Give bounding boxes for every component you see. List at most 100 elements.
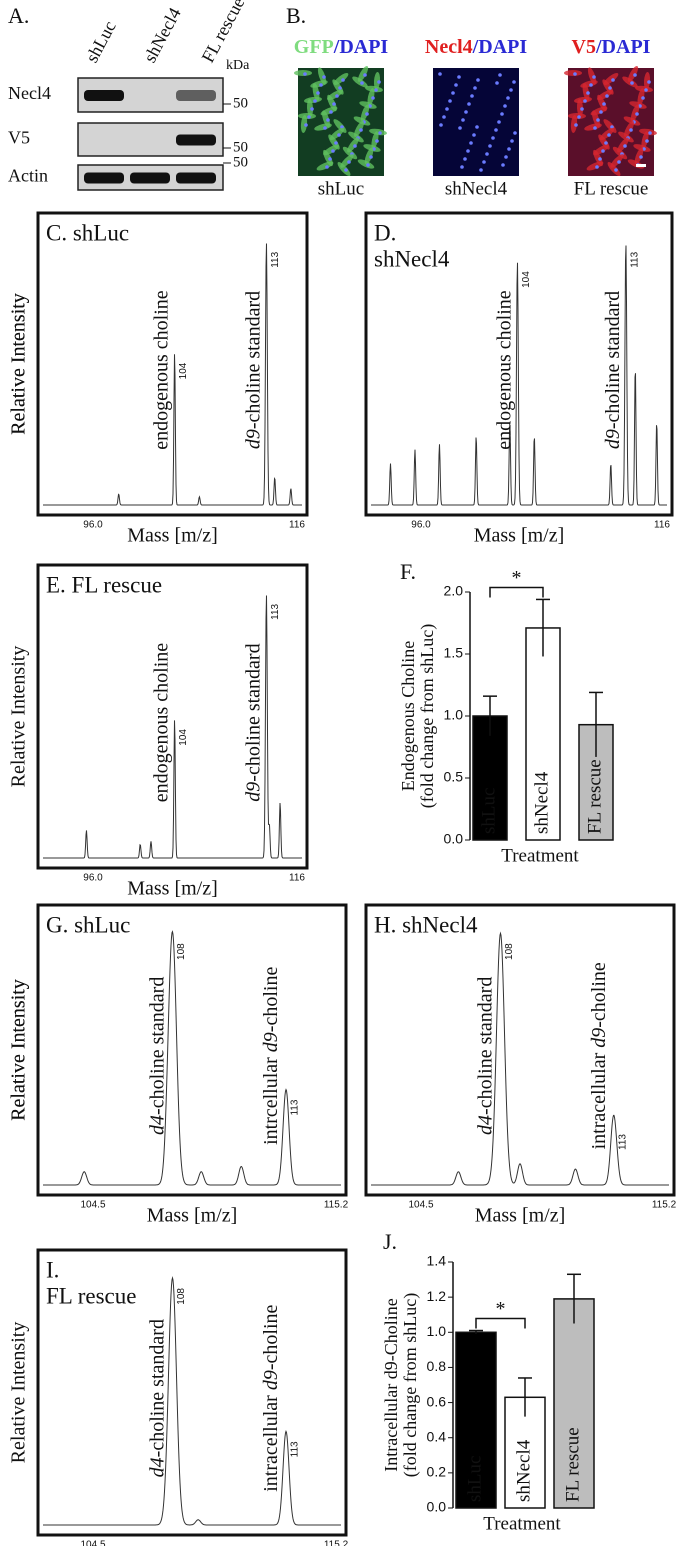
- spectrum-frame: [36, 211, 309, 517]
- annotation-part: -choline: [588, 962, 610, 1028]
- nucleus: [439, 123, 443, 127]
- category-label: shNecl4: [531, 771, 552, 834]
- annotation-part: -choline standard: [474, 977, 496, 1115]
- cell-body: [627, 65, 639, 83]
- cell-body: [294, 70, 312, 76]
- peak-label: 104: [178, 362, 189, 379]
- nucleus: [599, 110, 603, 114]
- bar: [455, 1331, 497, 1509]
- x-axis-label: Mass [m/z]: [475, 1205, 566, 1227]
- nucleus: [635, 112, 639, 116]
- nucleus: [580, 107, 584, 111]
- peak-label: 108: [504, 943, 515, 960]
- nucleus: [460, 165, 464, 169]
- stain-part: GFP: [294, 36, 334, 58]
- nucleus: [369, 155, 373, 159]
- annotation-part: -choline standard: [146, 977, 168, 1115]
- nucleus: [605, 94, 609, 98]
- nucleus: [630, 81, 634, 85]
- micrograph: [298, 68, 384, 176]
- spectrum-frame: [36, 1248, 348, 1537]
- cell-body: [365, 85, 383, 93]
- nucleus: [319, 83, 323, 87]
- cell-body: [337, 162, 351, 176]
- unit-label: kDa: [226, 58, 250, 73]
- peak-label: 113: [270, 251, 281, 267]
- peak-annotation: d9-choline standard: [601, 291, 623, 449]
- cell-body: [612, 146, 628, 160]
- nucleus: [378, 131, 382, 135]
- peak-annotation: d4-choline standard: [146, 1319, 168, 1477]
- nucleus: [623, 144, 627, 148]
- nucleus: [374, 88, 378, 92]
- spectrum-trace: [43, 1276, 341, 1526]
- nucleus: [509, 88, 513, 92]
- spectrum-trace: [371, 931, 669, 1186]
- nucleus: [595, 165, 599, 169]
- nucleus: [512, 80, 516, 84]
- cell-body: [360, 104, 370, 122]
- cell-body: [348, 131, 364, 143]
- nucleus: [469, 141, 473, 145]
- y-tick-label: 0.2: [427, 1464, 447, 1480]
- cell-body: [352, 76, 368, 88]
- annotation-part: endogenous choline: [150, 643, 172, 803]
- micrograph: [433, 68, 519, 176]
- x-axis-label: Mass [m/z]: [474, 525, 565, 547]
- x-tick-label: 104.5: [80, 1540, 105, 1546]
- significance-bracket: [489, 586, 544, 598]
- row-label: Actin: [8, 166, 48, 186]
- cell-body: [357, 159, 375, 169]
- cell-body: [622, 76, 638, 88]
- y-axis-label: Relative Intensity: [8, 293, 30, 435]
- peak-annotation: intracellular d9-choline: [588, 962, 610, 1149]
- annotation-part: intrcellular: [260, 1052, 282, 1145]
- x-axis-label: Treatment: [501, 845, 579, 866]
- nucleus: [328, 157, 332, 161]
- y-tick-label: 1.0: [427, 1323, 447, 1339]
- nucleus: [647, 80, 651, 84]
- scale-bar: [636, 164, 646, 167]
- y-axis-label: Relative Intensity: [8, 1322, 30, 1464]
- panel-label: shNecl4: [374, 246, 450, 271]
- annotation-part: intracellular: [588, 1048, 610, 1150]
- cell-body: [353, 116, 371, 126]
- y-tick-label: 0.0: [444, 831, 464, 847]
- nucleus: [482, 160, 486, 164]
- nucleus: [371, 96, 375, 100]
- nucleus: [337, 133, 341, 137]
- y-tick-label: 2.0: [444, 583, 464, 599]
- cell-body: [623, 116, 641, 126]
- x-tick-label: 116: [289, 520, 305, 531]
- cell-body: [564, 70, 582, 76]
- nucleus: [334, 141, 338, 145]
- nucleus: [495, 81, 499, 85]
- nucleus: [366, 163, 370, 167]
- cell-body: [306, 99, 314, 117]
- nucleus: [639, 155, 643, 159]
- nucleus: [353, 144, 357, 148]
- y-tick-label: 1.4: [427, 1253, 447, 1269]
- lane-label: shLuc: [82, 18, 120, 66]
- cell-body: [369, 128, 387, 136]
- x-axis-label: Mass [m/z]: [147, 1205, 238, 1227]
- significance-bracket: [475, 1317, 526, 1329]
- nucleus: [448, 99, 452, 103]
- y-tick-label: 0.0: [427, 1499, 447, 1515]
- nucleus: [323, 126, 327, 130]
- image-caption: FL rescue: [574, 178, 649, 199]
- nucleus: [475, 125, 479, 129]
- annotation-part: intracellular: [260, 1390, 282, 1492]
- peak-label: 113: [290, 1441, 301, 1457]
- cell-body: [342, 146, 358, 160]
- x-tick-label: 96.0: [411, 520, 431, 531]
- cell-body: [607, 162, 621, 176]
- category-label: shNecl4: [513, 1439, 534, 1502]
- x-axis-label: Treatment: [483, 1513, 561, 1534]
- nucleus: [506, 96, 510, 100]
- nucleus: [602, 102, 606, 106]
- annotation-part: d9: [260, 1370, 282, 1390]
- x-tick-label: 116: [654, 520, 670, 531]
- nucleus: [645, 139, 649, 143]
- cell-body: [634, 147, 644, 165]
